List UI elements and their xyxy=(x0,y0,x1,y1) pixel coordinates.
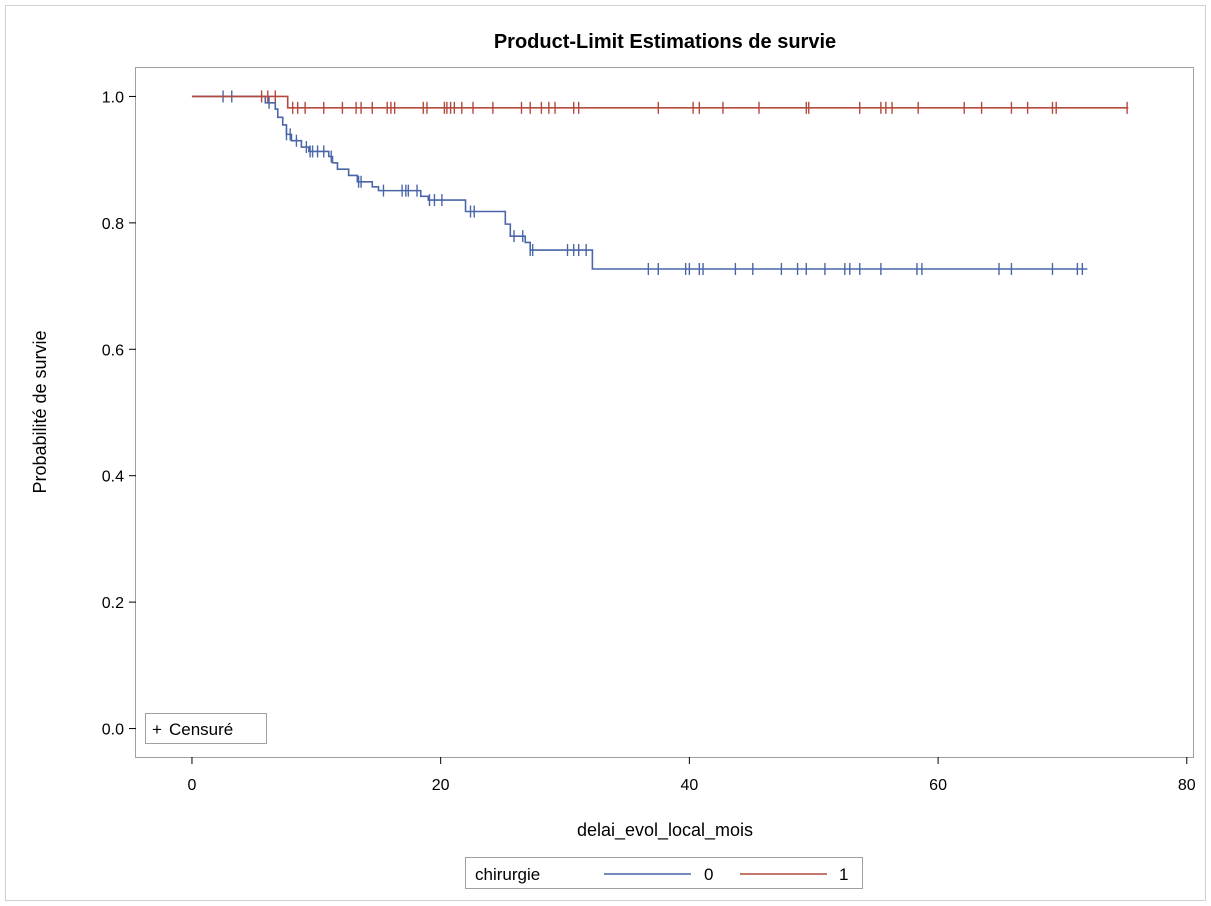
legend-title: chirurgie xyxy=(475,865,540,884)
survival-curve-series-0 xyxy=(191,95,1088,270)
series-0 xyxy=(191,90,1088,276)
x-tick-label: 0 xyxy=(188,777,197,794)
plot-area xyxy=(135,67,1194,758)
chirurgie-legend-box xyxy=(465,857,863,889)
y-tick-label: 0.4 xyxy=(102,469,124,486)
survival-curve-series-1 xyxy=(191,95,1129,109)
y-axis-title: Probabilité de survie xyxy=(30,330,50,493)
y-tick-label: 0.8 xyxy=(102,216,124,233)
x-tick-label: 40 xyxy=(680,777,698,794)
x-axis: 0 20 40 60 80 xyxy=(188,757,1196,794)
x-tick-label: 20 xyxy=(432,777,450,794)
x-tick-label: 80 xyxy=(1178,777,1196,794)
chirurgie-legend: chirurgie 0 1 xyxy=(465,857,863,889)
y-axis: 0.0 0.2 0.4 0.6 0.8 1.0 xyxy=(102,89,136,739)
y-tick-label: 1.0 xyxy=(102,89,124,106)
chart-title: Product-Limit Estimations de survie xyxy=(494,31,836,53)
y-tick-label: 0.6 xyxy=(102,342,124,359)
censored-label: Censuré xyxy=(169,720,233,739)
censored-inset-legend-box xyxy=(145,713,267,744)
legend-label-series-1: 1 xyxy=(839,865,848,884)
censored-symbol: + xyxy=(152,720,162,739)
censored-inset-legend: + Censuré xyxy=(145,713,267,744)
y-tick-label: 0.0 xyxy=(102,722,124,739)
series-layer xyxy=(191,90,1129,276)
y-tick-label: 0.2 xyxy=(102,595,124,612)
series-1 xyxy=(191,90,1129,114)
x-tick-label: 60 xyxy=(929,777,947,794)
legend-label-series-0: 0 xyxy=(704,865,713,884)
x-axis-title: delai_evol_local_mois xyxy=(577,820,753,841)
